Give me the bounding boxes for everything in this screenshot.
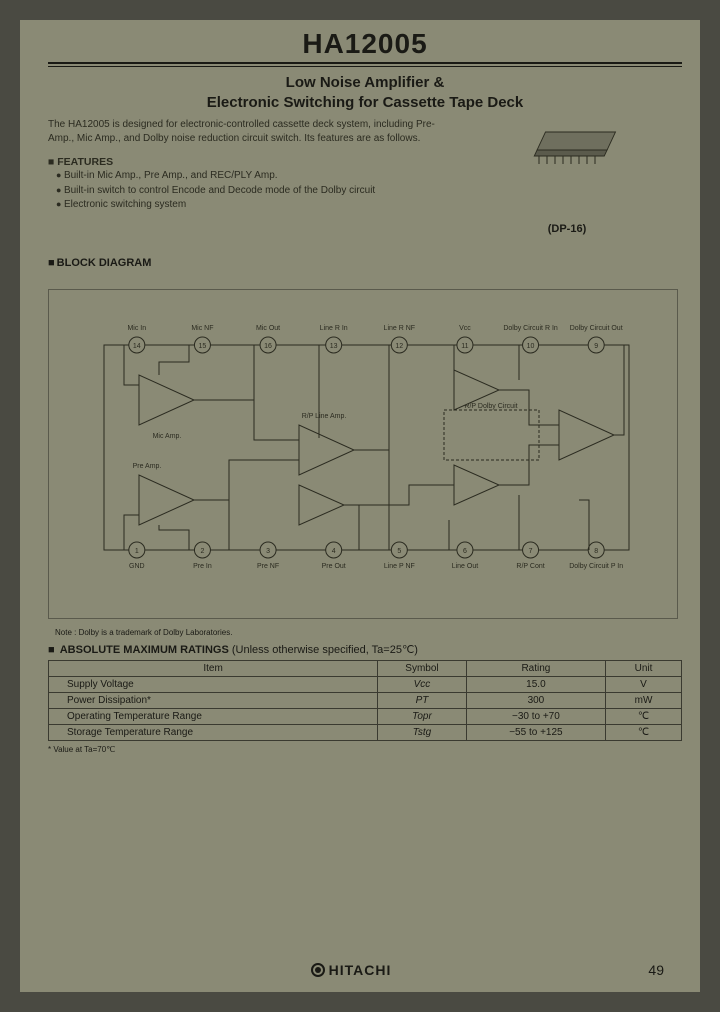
subtitle: Low Noise Amplifier & Electronic Switchi…	[48, 73, 682, 112]
svg-text:9: 9	[594, 343, 598, 350]
feature-item: Electronic switching system	[56, 198, 442, 213]
col-unit: Unit	[606, 661, 682, 677]
intro-column: The HA12005 is designed for electronic-c…	[48, 118, 442, 235]
col-item: Item	[49, 661, 378, 677]
cell-rating: 300	[466, 693, 605, 709]
cell-unit: ℃	[606, 709, 682, 725]
cell-symbol: Topr	[378, 709, 467, 725]
col-rating: Rating	[466, 661, 605, 677]
svg-text:Vcc: Vcc	[459, 325, 471, 332]
features-list: Built-in Mic Amp., Pre Amp., and REC/PLY…	[48, 169, 442, 213]
svg-text:Pre NF: Pre NF	[257, 563, 279, 570]
svg-text:5: 5	[397, 548, 401, 555]
rule-thin	[48, 66, 682, 67]
svg-text:Dolby Circuit Out: Dolby Circuit Out	[570, 325, 623, 332]
cell-item: Operating Temperature Range	[49, 709, 378, 725]
svg-text:13: 13	[330, 343, 338, 350]
rp-line-label: R/P Line Amp.	[302, 413, 347, 420]
features-heading: FEATURES	[48, 155, 442, 169]
package-label: (DP-16)	[452, 223, 682, 235]
ratings-heading-text: ABSOLUTE MAXIMUM RATINGS	[60, 644, 229, 656]
svg-text:Pre In: Pre In	[193, 563, 212, 570]
brand-name: HITACHI	[329, 962, 392, 978]
table-row: Supply VoltageVcc15.0V	[49, 677, 682, 693]
cell-unit: V	[606, 677, 682, 693]
table-row: Storage Temperature RangeTstg−55 to +125…	[49, 725, 682, 741]
svg-text:16: 16	[264, 343, 272, 350]
package-column: (DP-16)	[452, 118, 682, 235]
svg-text:12: 12	[395, 343, 403, 350]
dip-package-icon	[497, 118, 637, 178]
svg-text:Dolby Circuit R In: Dolby Circuit R In	[503, 325, 558, 332]
svg-text:10: 10	[527, 343, 535, 350]
rp-dolby-label: R/P Dolby Circuit	[464, 403, 517, 410]
cell-unit: ℃	[606, 725, 682, 741]
svg-text:Mic NF: Mic NF	[191, 325, 213, 332]
col-symbol: Symbol	[378, 661, 467, 677]
ratings-conditions: (Unless otherwise specified, Ta=25℃)	[232, 644, 418, 656]
cell-item: Storage Temperature Range	[49, 725, 378, 741]
cell-item: Power Dissipation*	[49, 693, 378, 709]
svg-text:1: 1	[135, 548, 139, 555]
svg-text:7: 7	[529, 548, 533, 555]
svg-text:8: 8	[594, 548, 598, 555]
cell-symbol: Tstg	[378, 725, 467, 741]
svg-text:R/P Cont: R/P Cont	[516, 563, 544, 570]
part-number-title: HA12005	[48, 28, 682, 60]
page-number: 49	[648, 962, 664, 978]
intro-paragraph: The HA12005 is designed for electronic-c…	[48, 118, 442, 145]
feature-item: Built-in Mic Amp., Pre Amp., and REC/PLY…	[56, 169, 442, 184]
mic-amp-label: Mic Amp.	[153, 433, 182, 440]
ratings-table: Item Symbol Rating Unit Supply VoltageVc…	[48, 660, 682, 741]
datasheet-page: HA12005 Low Noise Amplifier & Electronic…	[20, 20, 700, 992]
block-diagram: 14Mic In15Mic NF16Mic Out13Line R In12Li…	[48, 289, 678, 619]
cell-symbol: PT	[378, 693, 467, 709]
cell-unit: mW	[606, 693, 682, 709]
svg-text:11: 11	[461, 343, 468, 350]
svg-text:Pre Out: Pre Out	[322, 563, 346, 570]
svg-text:Dolby Circuit P In: Dolby Circuit P In	[569, 563, 623, 570]
ratings-heading: ABSOLUTE MAXIMUM RATINGS (Unless otherwi…	[48, 643, 682, 656]
svg-text:Line Out: Line Out	[452, 563, 479, 570]
block-diagram-svg: 14Mic In15Mic NF16Mic Out13Line R In12Li…	[49, 290, 679, 620]
block-diagram-heading: BLOCK DIAGRAM	[48, 257, 682, 269]
svg-text:4: 4	[332, 548, 336, 555]
svg-text:15: 15	[199, 343, 207, 350]
svg-text:14: 14	[133, 343, 141, 350]
subtitle-line2: Electronic Switching for Cassette Tape D…	[207, 94, 523, 111]
cell-rating: −55 to +125	[466, 725, 605, 741]
table-row: Operating Temperature RangeTopr−30 to +7…	[49, 709, 682, 725]
ratings-footnote: * Value at Ta=70℃	[48, 745, 682, 754]
svg-text:Line R NF: Line R NF	[384, 325, 416, 332]
svg-text:3: 3	[266, 548, 270, 555]
rule-heavy	[48, 62, 682, 64]
subtitle-line1: Low Noise Amplifier &	[286, 74, 445, 91]
svg-text:Line P NF: Line P NF	[384, 563, 415, 570]
svg-text:Line R In: Line R In	[320, 325, 348, 332]
intro-row: The HA12005 is designed for electronic-c…	[48, 118, 682, 235]
svg-text:Mic Out: Mic Out	[256, 325, 280, 332]
cell-symbol: Vcc	[378, 677, 467, 693]
table-row: Power Dissipation*PT300mW	[49, 693, 682, 709]
cell-rating: −30 to +70	[466, 709, 605, 725]
page-footer: HITACHI 49	[20, 962, 682, 978]
svg-text:GND: GND	[129, 563, 145, 570]
svg-text:Mic In: Mic In	[127, 325, 146, 332]
svg-text:2: 2	[200, 548, 204, 555]
hitachi-logo-icon	[311, 963, 325, 977]
cell-rating: 15.0	[466, 677, 605, 693]
diagram-note: Note : Dolby is a trademark of Dolby Lab…	[55, 628, 677, 637]
feature-item: Built-in switch to control Encode and De…	[56, 184, 442, 199]
cell-item: Supply Voltage	[49, 677, 378, 693]
svg-text:6: 6	[463, 548, 467, 555]
pre-amp-label: Pre Amp.	[133, 463, 162, 470]
